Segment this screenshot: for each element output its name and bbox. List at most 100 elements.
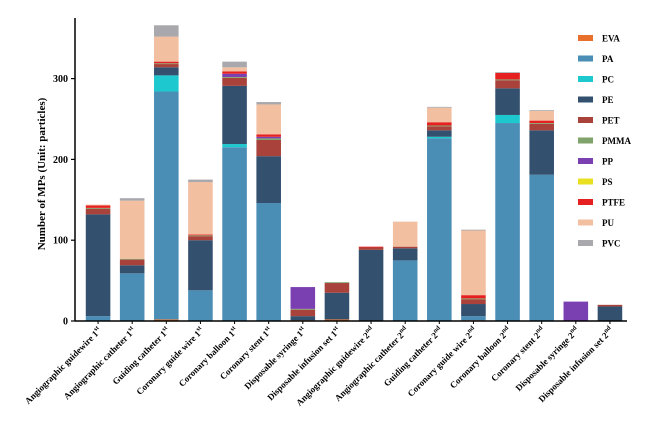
- bar-segment-pe-10: [392, 248, 418, 261]
- bar-segment-ptfe-1: [85, 205, 111, 208]
- bar-segment-pet-7: [290, 309, 316, 317]
- y-tick-label-200: 200: [53, 155, 68, 166]
- legend-swatch-pp: [578, 158, 593, 164]
- bar-segment-pa-1: [85, 316, 111, 321]
- bar-segment-pu-1: [85, 204, 111, 206]
- bar-segment-pp-7: [290, 287, 316, 309]
- bar-segment-pp-15: [563, 301, 589, 321]
- bar-segment-pe-13: [495, 88, 520, 115]
- bar-segment-pet-16: [597, 304, 623, 307]
- bar-segment-pet-13: [495, 80, 520, 89]
- bar-segment-pvc-12: [461, 229, 486, 231]
- bar-segment-eva-8: [324, 319, 350, 321]
- bar-segment-pc-11: [427, 136, 452, 139]
- bar-segment-pa-14: [529, 174, 554, 321]
- bar-segment-pu-14: [529, 110, 554, 121]
- bar-segment-ptfe-5: [222, 71, 247, 74]
- x-tick-label-11: Guiding catheter 2nd: [381, 324, 445, 388]
- bar-segment-pmma-6: [256, 138, 281, 141]
- legend-swatch-pa: [578, 55, 593, 62]
- x-tick-label-13: Coronary balloon 2nd: [447, 324, 513, 390]
- bar-segment-pu-5: [222, 67, 247, 72]
- bar-segment-pet-11: [427, 126, 452, 131]
- bar-segment-pe-16: [597, 306, 623, 321]
- legend-swatch-ps: [578, 178, 593, 185]
- bar-segment-pvc-5: [222, 61, 247, 68]
- bar-segment-pmma-12: [461, 298, 486, 300]
- bar-segment-pc-13: [495, 114, 520, 124]
- bar-segment-pc-5: [222, 144, 247, 148]
- bar-segment-pvc-14: [529, 110, 554, 111]
- y-tick-label-100: 100: [53, 236, 68, 247]
- bar-segment-pmma-14: [529, 123, 554, 124]
- bar-segment-pu-12: [461, 230, 486, 296]
- legend-label-pu: PU: [602, 218, 614, 228]
- bar-segment-pu-3: [154, 36, 179, 62]
- bar-segment-ptfe-9: [358, 246, 384, 248]
- bar-segment-pe-7: [290, 316, 316, 321]
- bar-segment-pet-10: [392, 246, 418, 249]
- bar-segment-pet-12: [461, 299, 486, 305]
- bar-segment-ptfe-6: [256, 134, 281, 137]
- bar-segment-pmma-11: [427, 125, 452, 127]
- bar-segment-pmma-2: [119, 258, 145, 260]
- bar-segment-pa-6: [256, 203, 281, 321]
- legend-label-pvc: PVC: [602, 239, 621, 249]
- bar-segment-ptfe-12: [461, 295, 486, 299]
- bar-segment-pa-4: [188, 290, 213, 321]
- bar-segment-pe-6: [256, 156, 281, 204]
- legend-label-pet: PET: [602, 116, 620, 126]
- bar-segment-pmma-3: [154, 63, 179, 65]
- bar-segment-pvc-3: [154, 25, 179, 37]
- bar-segment-pe-9: [358, 249, 384, 321]
- x-tick-label-7: Disposable syringe 1st: [242, 324, 309, 391]
- bar-segment-pa-13: [495, 123, 520, 321]
- bar-segment-pu-11: [427, 107, 452, 123]
- x-tick-label-15: Disposable syringe 2nd: [513, 324, 582, 393]
- bar-segment-pvc-13: [495, 72, 520, 73]
- bar-segment-pvc-2: [119, 198, 145, 201]
- y-tick-label-0: 0: [63, 317, 68, 328]
- bar-segment-pu-2: [119, 200, 145, 259]
- bar-segment-pet-6: [256, 140, 281, 157]
- bar-segment-pc-3: [154, 75, 179, 92]
- bar-segment-pvc-6: [256, 102, 281, 105]
- bar-segment-pmma-4: [188, 235, 213, 237]
- bar-segment-ptfe-13: [495, 72, 520, 80]
- bar-segment-pe-4: [188, 240, 213, 291]
- legend-swatch-pmma: [578, 137, 593, 144]
- bar-segment-pu-10: [392, 221, 418, 247]
- legend-label-pmma: PMMA: [602, 136, 631, 146]
- legend-label-eva: EVA: [602, 34, 620, 44]
- bar-segment-ptfe-14: [529, 120, 554, 124]
- bar-segment-pet-3: [154, 64, 179, 68]
- bar-segment-pet-5: [222, 77, 247, 86]
- bar-segment-pu-4: [188, 182, 213, 235]
- x-tick-label-12: Coronary guide wire 2nd: [405, 324, 479, 398]
- bar-segment-ptfe-11: [427, 122, 452, 126]
- bar-segment-pet-8: [324, 283, 350, 293]
- bar-segment-pmma-7: [290, 308, 316, 310]
- y-axis-label: Number of MPs (Unit: particles): [36, 97, 48, 250]
- bar-segment-pet-2: [119, 259, 145, 266]
- bar-segment-pu-6: [256, 104, 281, 135]
- legend-swatch-pu: [578, 219, 593, 226]
- bar-segment-pvc-4: [188, 179, 213, 183]
- x-tick-label-5: Coronary balloon 1st: [176, 324, 241, 389]
- bar-segment-pvc-11: [427, 106, 452, 108]
- legend-label-pe: PE: [602, 95, 614, 105]
- y-tick-label-300: 300: [53, 74, 68, 85]
- x-tick-label-4: Coronary guide wire 1st: [134, 324, 207, 397]
- bar-segment-pe-11: [427, 130, 452, 137]
- legend-swatch-pet: [578, 117, 593, 123]
- legend-swatch-eva: [578, 35, 593, 41]
- legend-label-ptfe: PTFE: [602, 198, 625, 208]
- bar-segment-pa-11: [427, 138, 452, 321]
- bar-segment-pe-2: [119, 265, 145, 274]
- bar-segment-pet-4: [188, 236, 213, 241]
- bar-segment-pa-12: [461, 316, 486, 321]
- bar-segment-pmma-5: [222, 76, 247, 78]
- bar-segment-pp-5: [222, 73, 247, 77]
- bar-segment-pe-8: [324, 292, 350, 320]
